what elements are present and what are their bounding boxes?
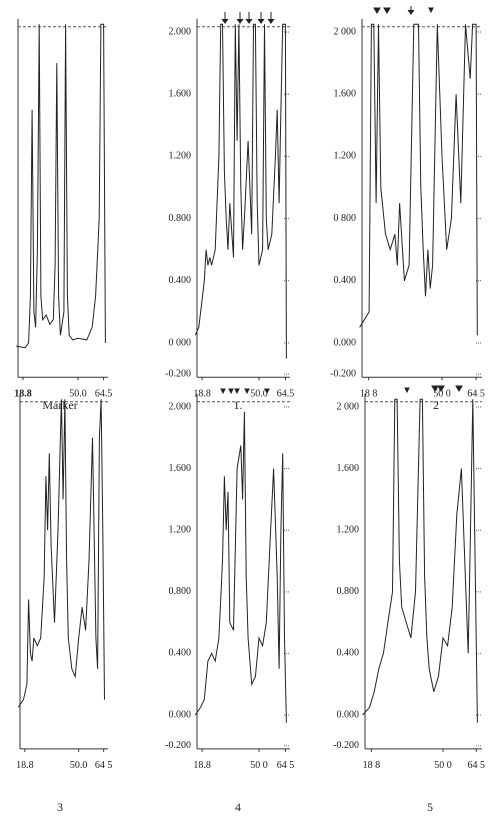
trace	[16, 23, 106, 349]
y-tick-label: 1.200	[169, 151, 192, 162]
x-tick-label: 64 5	[468, 760, 486, 771]
trace	[194, 23, 287, 359]
panel-caption: 4	[235, 800, 241, 814]
arrow	[373, 7, 381, 14]
x-tick-label: 18 8	[363, 760, 381, 771]
y-tick-label: -0.200	[333, 740, 359, 751]
y-tick-label: 2 000	[334, 26, 357, 37]
arrow	[221, 12, 229, 24]
x-tick-label: 50.0	[70, 760, 88, 771]
y-tick-label: -0.200	[165, 368, 191, 379]
arrow	[407, 6, 415, 15]
trace	[359, 23, 478, 336]
y-tick-label: 0.000	[337, 709, 360, 720]
y-tick-label: 2 000	[337, 401, 360, 412]
y-tick-label: 2.000	[169, 401, 192, 412]
x-tick-label: 50 0	[433, 388, 451, 399]
x-tick-label: 64 5	[467, 388, 485, 399]
arrow	[431, 385, 439, 392]
y-tick-label: 0.000	[169, 709, 192, 720]
y-tick-label: 0.000	[334, 337, 357, 348]
panel-caption: 2	[433, 398, 439, 412]
trace	[17, 399, 105, 708]
arrow	[257, 12, 265, 24]
peak-arrows	[220, 6, 463, 395]
arrow	[404, 387, 410, 394]
arrow	[437, 385, 445, 392]
y-tick-label: -0.200	[330, 368, 356, 379]
y-tick-label: 0.400	[169, 275, 192, 286]
y-tick-label: 1.600	[334, 89, 357, 100]
arrow	[264, 388, 270, 395]
y-tick-label: -0.200	[165, 740, 191, 751]
y-tick-label: 0 800	[334, 213, 357, 224]
y-tick-label: 1.600	[337, 463, 360, 474]
arrow	[428, 7, 434, 14]
x-tick-label: 50 0	[434, 760, 452, 771]
arrow	[228, 388, 234, 395]
x-tick-label: 18.8	[193, 760, 211, 771]
y-tick-label: 0.400	[334, 275, 357, 286]
arrow	[234, 388, 240, 395]
panel-caption: Marker	[42, 398, 77, 412]
arrow	[383, 7, 391, 14]
y-tick-label: 0.800	[169, 213, 192, 224]
arrow	[455, 385, 463, 392]
y-tick-label: 0.800	[169, 586, 192, 597]
y-tick-label: 0.400	[169, 648, 192, 659]
x-tick-label: 50.0	[69, 388, 87, 399]
x-tick-label: 64.5	[95, 388, 113, 399]
x-tick-label: 18 8	[360, 388, 378, 399]
x-tick-label: 50 0	[250, 760, 268, 771]
x-tick-label: 64 5	[95, 760, 113, 771]
y-tick-label: 0.800	[337, 586, 360, 597]
trace	[362, 398, 478, 723]
y-tick-label: 0 000	[169, 337, 192, 348]
y-tick-label: 1.200	[334, 151, 357, 162]
y-tick-label: 1.200	[169, 525, 192, 536]
x-tick-label: 18.8	[193, 388, 211, 399]
x-tick-label: 50.0	[250, 388, 268, 399]
panel-caption: 1.	[234, 398, 243, 412]
arrow	[236, 12, 244, 24]
x-tick-label: 18.8	[14, 388, 32, 399]
y-tick-label: 1.600	[169, 463, 192, 474]
y-tick-label: 0.400	[337, 648, 360, 659]
arrow	[245, 12, 253, 24]
y-tick-label: 2.000	[169, 26, 192, 37]
x-tick-label: 64 5	[277, 760, 295, 771]
x-tick-label: 18.8	[16, 760, 34, 771]
panel-caption: 5	[427, 800, 433, 814]
y-tick-label: 1.600	[169, 89, 192, 100]
x-tick-label: 64.5	[277, 388, 295, 399]
arrow	[220, 388, 226, 395]
trace	[194, 411, 287, 723]
arrow	[244, 388, 250, 395]
panel-caption: 3	[57, 800, 63, 814]
y-tick-label: 1.200	[337, 525, 360, 536]
arrow	[267, 12, 275, 24]
